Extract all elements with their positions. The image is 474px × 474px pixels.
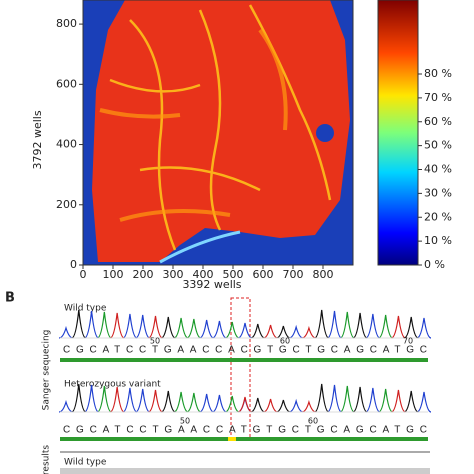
y-tick-label: 400 [56,138,77,151]
x-tick-label: 300 [163,268,184,281]
x-tick-label: 600 [253,268,274,281]
base-position: 50 [180,417,190,426]
base-sequence: CGCATCCTGAACCATGTGCTGCAGCATGC [63,425,427,436]
colorbar-tick-label: 0 % [424,258,445,271]
results-row: Wild type [64,458,107,468]
y-tick-label: 0 [70,258,77,271]
chromatogram-trace [109,386,406,413]
heatmap-image [83,0,353,265]
track-name: Wild type [64,304,107,314]
x-axis-label: 3392 wells [182,278,241,291]
base-sequence: CGCATCCTGAACCACGTGCTGCAGCATGC [63,345,427,356]
track-name: Heterozygous variant [64,380,161,390]
colorbar-tick-label: 80 % [424,67,452,80]
axes-frame [82,0,354,266]
colorbar-tick-label: 30 % [424,186,452,199]
colorbar-tick-label: 70 % [424,91,452,104]
colorbar-tick-label: 10 % [424,234,452,247]
chromatogram-trace [97,311,393,339]
base-position: 70 [403,337,413,346]
chromatogram-trace [109,312,406,339]
y-tick-label: 600 [56,77,77,90]
chromatogram-trace [58,310,432,339]
base-position: 60 [280,337,290,346]
base-position: 60 [308,417,318,426]
variant-highlight [230,297,251,441]
x-tick-label: 100 [103,268,124,281]
x-tick-label: 400 [193,268,214,281]
colorbar-tick-label: 60 % [424,115,452,128]
chromatogram-trace [97,385,393,413]
x-tick-label: 700 [283,268,304,281]
colorbar-tick-label: 20 % [424,210,452,223]
colorbar-tick-label: 50 % [424,139,452,152]
results-label: results [42,445,52,474]
quality-bar [60,437,428,441]
y-tick-label: 800 [56,17,77,30]
x-tick-label: 0 [80,268,87,281]
chromatogram-trace [71,383,419,413]
y-tick-label: 200 [56,198,77,211]
x-tick-label: 500 [223,268,244,281]
panel-label: B [5,291,15,306]
variant-marker [228,437,236,441]
base-position: 50 [150,337,160,346]
colorbar-tick-label: 40 % [424,163,452,176]
quality-bar [60,358,428,362]
y-axis-label: 3792 wells [31,110,44,169]
colorbar [377,0,419,266]
sanger-label: Sanger sequecing [42,330,52,411]
results-band [60,468,430,474]
panel-label-box [2,289,19,306]
chromatogram-trace [71,309,419,339]
x-tick-label: 800 [313,268,334,281]
x-tick-label: 200 [133,268,154,281]
